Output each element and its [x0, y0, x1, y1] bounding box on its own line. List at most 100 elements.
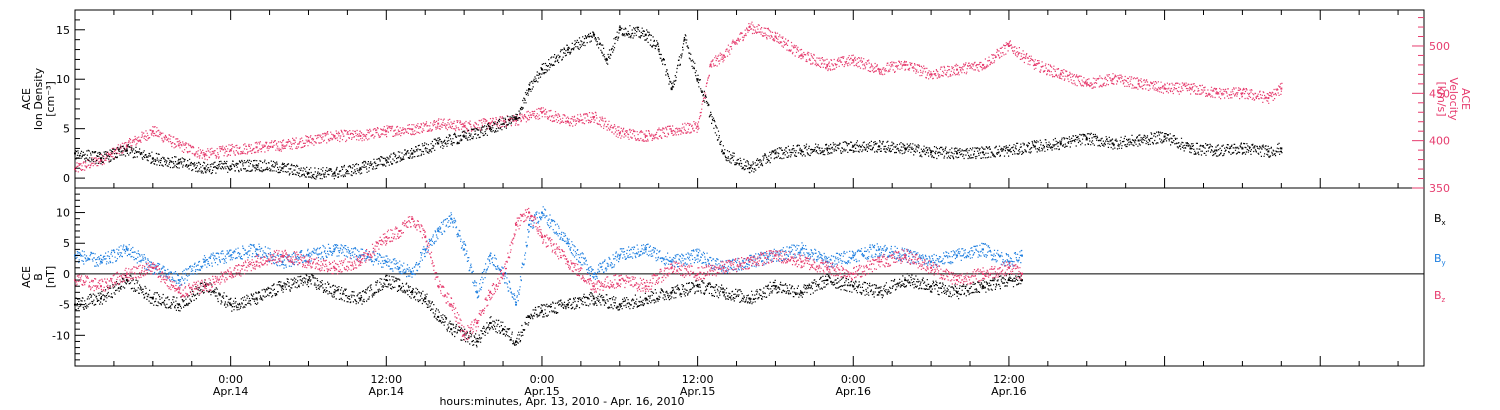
by-series-point — [644, 248, 647, 251]
velocity-series-point — [1007, 44, 1010, 47]
density-series-point — [904, 147, 907, 150]
density-series-point — [956, 152, 959, 155]
legend-bz: Bz — [1434, 289, 1446, 304]
bx-series-point — [696, 285, 699, 288]
plasma-ytick-label: 0 — [63, 172, 70, 185]
magnetic-ylabel-line3: [nT] — [44, 266, 57, 288]
bx-series-point — [385, 279, 388, 282]
velocity-series-point — [748, 26, 751, 29]
magnetic-ytick-label: 5 — [63, 237, 70, 250]
velocity-series-point — [359, 134, 362, 137]
bz-series-point — [203, 285, 206, 288]
velocity-series-point — [1137, 82, 1140, 85]
by-series-point — [489, 254, 492, 257]
velocity-series-point — [281, 144, 284, 147]
velocity-series-point — [463, 125, 466, 128]
bx-series-point — [981, 285, 984, 288]
plasma-ylabel-line3: [cm⁻³] — [44, 81, 57, 117]
velocity-series-point — [670, 130, 673, 133]
velocity-series-point — [904, 63, 907, 66]
xtick-label-date: Apr.15 — [680, 385, 716, 398]
velocity-series-point — [852, 59, 855, 62]
by-series-point — [515, 303, 518, 306]
bz-series-point — [878, 260, 881, 263]
density-series-point — [177, 162, 180, 165]
bx-series-point — [618, 303, 621, 306]
bz-series-point — [229, 272, 232, 275]
density-series-point — [1163, 135, 1166, 138]
by-series-point — [281, 260, 284, 263]
velocity-series-point — [125, 144, 128, 147]
density-series-point — [1033, 145, 1036, 148]
density-series-point — [333, 172, 336, 175]
xtick-label-date: Apr.14 — [369, 385, 405, 398]
velocity-series-point — [307, 139, 310, 142]
bz-series-point — [359, 260, 362, 263]
velocity-series-point — [1059, 73, 1062, 76]
density-series-point — [515, 117, 518, 120]
bx-series-point — [125, 279, 128, 282]
xtick-label-date: Apr.16 — [991, 385, 1027, 398]
by-series-point — [203, 260, 206, 263]
plasma-ytick-right-label: 400 — [1429, 135, 1450, 148]
density-series-point — [281, 167, 284, 170]
bx-series-point — [670, 291, 673, 294]
plasma-ytick-label: 15 — [56, 24, 70, 37]
by-series-point — [592, 272, 595, 275]
density-series-point — [930, 151, 933, 154]
by-series-point — [852, 254, 855, 257]
xtick-label-time: 0:00 — [841, 373, 866, 386]
velocity-series-point — [878, 68, 881, 71]
bx-series-point — [527, 315, 530, 318]
density-series-point — [74, 152, 76, 155]
by-series-point — [307, 254, 310, 257]
velocity-series-point — [151, 130, 154, 133]
bz-series-point — [177, 291, 180, 294]
by-series-point — [398, 266, 401, 269]
by-series-point — [99, 260, 102, 263]
bx-series-point — [722, 291, 725, 294]
bx-series-point — [333, 291, 336, 294]
bx-series-point — [424, 297, 427, 300]
bz-series-point — [800, 260, 803, 263]
plasma-ytick-right-label: 350 — [1429, 182, 1450, 195]
plasma-ytick-label: 10 — [56, 73, 70, 86]
bz-series-point — [385, 236, 388, 239]
bz-series-trace — [75, 207, 1023, 341]
by-series-point — [255, 248, 258, 251]
velocity-series-point — [709, 63, 712, 66]
velocity-series-point — [1267, 97, 1270, 100]
bz-series-point — [1007, 266, 1010, 269]
plasma-ylabel-right-line2: Velocity — [1447, 77, 1460, 121]
magnetic-ytick-label: 10 — [56, 207, 70, 220]
bz-series-point — [540, 236, 543, 239]
by-series-point — [177, 279, 180, 282]
bz-series-point — [981, 272, 984, 275]
by-series-point — [696, 254, 699, 257]
bz-series-point — [424, 236, 427, 239]
bz-series-point — [255, 260, 258, 263]
velocity-series-point — [1033, 63, 1036, 66]
bz-series-point — [618, 279, 621, 282]
xtick-label-time: 12:00 — [682, 373, 714, 386]
velocity-series-point — [1111, 78, 1114, 81]
bz-series-point — [515, 223, 518, 226]
velocity-series-point — [229, 149, 232, 152]
density-series-point — [657, 48, 660, 51]
bz-series-point — [476, 322, 479, 325]
bz-series-point — [748, 260, 751, 263]
density-series-point — [1280, 147, 1283, 150]
by-series-point — [476, 291, 479, 294]
bx-series-point — [826, 279, 829, 282]
density-series-point — [774, 152, 777, 155]
bz-series-point — [463, 334, 466, 337]
bx-series-point — [566, 303, 569, 306]
xtick-label-date: Apr.16 — [836, 385, 872, 398]
magnetic-ytick-label: 0 — [63, 268, 70, 281]
velocity-series-point — [74, 168, 76, 171]
bx-series — [74, 273, 1023, 348]
xtick-label-date: Apr.14 — [213, 385, 249, 398]
bz-series-point — [644, 285, 647, 288]
by-series-point — [333, 248, 336, 251]
